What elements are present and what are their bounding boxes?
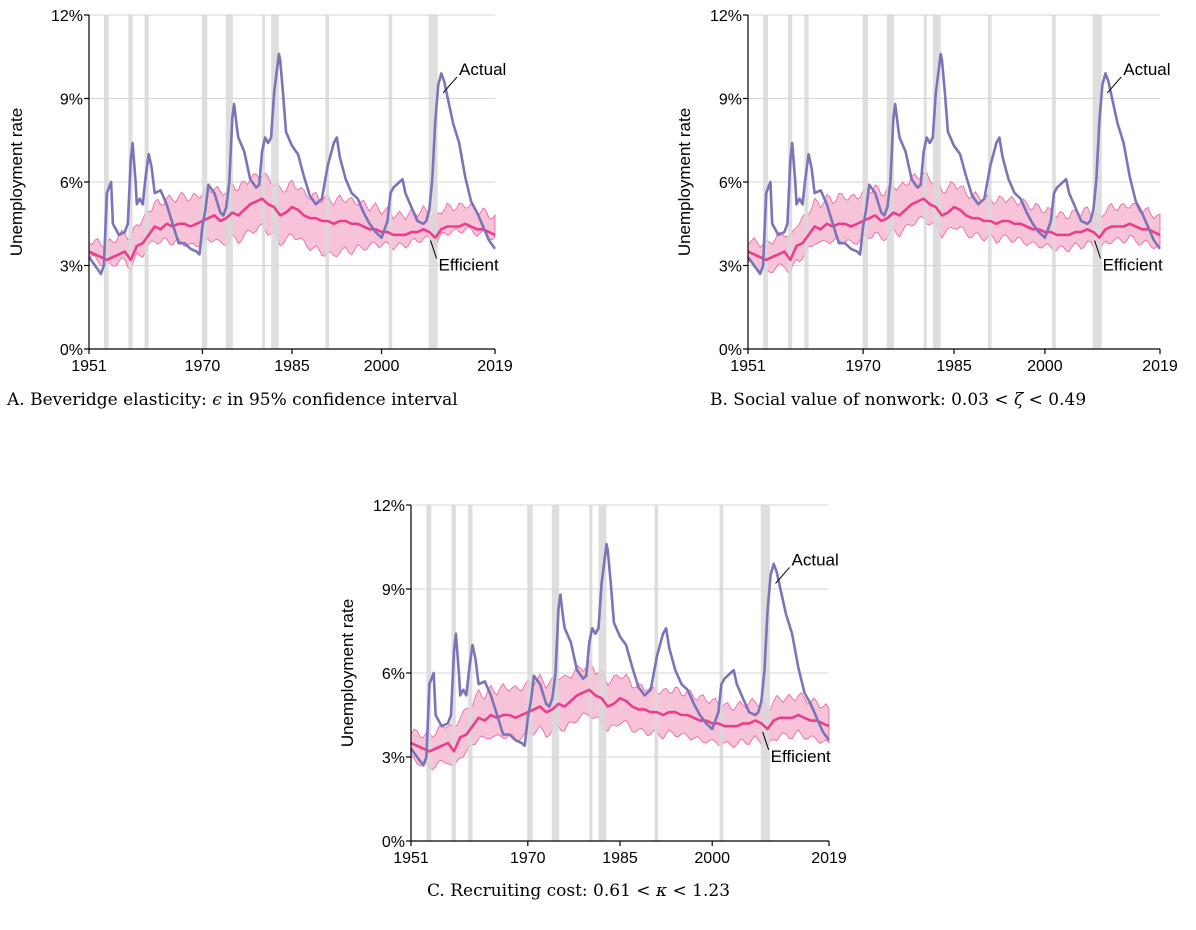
leader-line-actual [1106,76,1122,94]
panel-caption: C. Recruiting cost: 0.61 < κ < 1.23 [427,881,730,901]
series-label-actual: Actual [459,60,506,79]
recession-bar [426,505,432,841]
y-tick-label: 0% [60,342,83,359]
confidence-band [88,172,496,272]
leader-line-actual [775,567,790,584]
panel-caption: A. Beveridge elasticity: ϵ in 95% confid… [6,390,458,410]
recession-bar [262,15,266,349]
caption-text: A. Beveridge elasticity: [6,390,212,410]
recession-bar [987,15,992,349]
series-line-actual [409,542,831,767]
recession-bar [271,15,279,349]
series-line-efficient [410,688,830,753]
x-tick-label: 2000 [694,850,730,867]
y-axis-label: Unemployment rate [338,599,357,747]
y-tick-label: 3% [719,259,742,276]
series-line-actual [87,52,497,276]
x-tick-label: 1951 [71,358,107,375]
leader-line-efficient [762,731,770,750]
recession-bar [923,15,927,349]
y-tick-label: 9% [60,92,83,109]
y-tick-label: 6% [382,666,405,683]
x-tick-label: 1985 [936,358,972,375]
panel-caption: B. Social value of nonwork: 0.03 < ζ < 0… [710,390,1086,410]
y-tick-label: 9% [719,92,742,109]
x-tick-label: 1951 [393,850,429,867]
caption-text: C. Recruiting cost: 0.61 < [427,881,656,901]
x-tick-label: 2019 [811,850,847,867]
caption-symbol: ζ [1014,390,1025,410]
x-tick-label: 2019 [1142,358,1178,375]
recession-bar [144,15,149,349]
y-tick-label: 6% [719,175,742,192]
panel-b: 0% 3% 6% 9% 12% 1951 1970 1985 2000 2019 Unemploym… [675,8,1178,410]
caption-symbol: κ [655,881,667,901]
recession-bar [325,15,330,349]
y-axis-label: Unemployment rate [675,108,694,256]
caption-symbol: ϵ [212,390,222,410]
y-tick-label: 12% [51,8,83,25]
caption-text: in 95% confidence interval [222,390,458,410]
series-label-efficient: Efficient [439,255,499,274]
series-label-efficient: Efficient [1103,255,1163,274]
recession-bar [589,505,593,841]
y-tick-label: 0% [719,342,742,359]
x-tick-label: 1985 [602,850,638,867]
recession-bar [654,505,659,841]
recession-bar [388,15,393,349]
confidence-band [410,659,830,771]
caption-text: < 0.49 [1023,390,1086,410]
x-tick-label: 1951 [730,358,766,375]
recession-bar [862,15,868,349]
series-label-efficient: Efficient [771,747,831,766]
x-tick-label: 2019 [477,358,513,375]
caption-text: < 1.23 [667,881,730,901]
x-tick-label: 2000 [1027,358,1063,375]
y-axis-label: Unemployment rate [7,108,26,256]
y-tick-label: 3% [382,750,405,767]
recession-bar [804,15,809,349]
y-tick-label: 12% [710,8,742,25]
recession-bar [527,505,533,841]
panel-a: 0% 3% 6% 9% 12% 1951 1970 1985 2000 2019 Unemploym… [6,8,513,410]
caption-text: B. Social value of nonwork: 0.03 < [710,390,1014,410]
y-tick-label: 6% [60,175,83,192]
leader-line-efficient [430,240,437,259]
y-tick-label: 9% [382,582,405,599]
y-tick-label: 3% [60,259,83,276]
confidence-band [747,171,1161,274]
recession-bar [932,15,941,349]
recession-bar [468,505,473,841]
series-line-actual [746,52,1162,276]
series-line-efficient [747,197,1161,262]
recession-bar [201,15,208,349]
recession-bar [103,15,109,349]
leader-line-actual [442,76,458,94]
panel-c: 0% 3% 6% 9% 12% 1951 1970 1985 2000 2019 Unemploym… [338,498,847,901]
series-label-actual: Actual [1123,60,1170,79]
x-tick-label: 1970 [185,358,221,375]
recession-bar [763,15,768,349]
series-line-efficient [88,197,496,262]
recession-bar [598,505,607,841]
x-tick-label: 1970 [845,358,881,375]
y-tick-label: 12% [373,498,405,515]
leader-line-efficient [1094,240,1102,259]
recession-bar [1052,15,1056,349]
x-tick-label: 1985 [274,358,310,375]
x-tick-label: 1970 [510,850,546,867]
recession-bar [719,505,724,841]
y-tick-label: 0% [382,834,405,851]
x-tick-label: 2000 [364,358,400,375]
series-label-actual: Actual [792,550,839,569]
